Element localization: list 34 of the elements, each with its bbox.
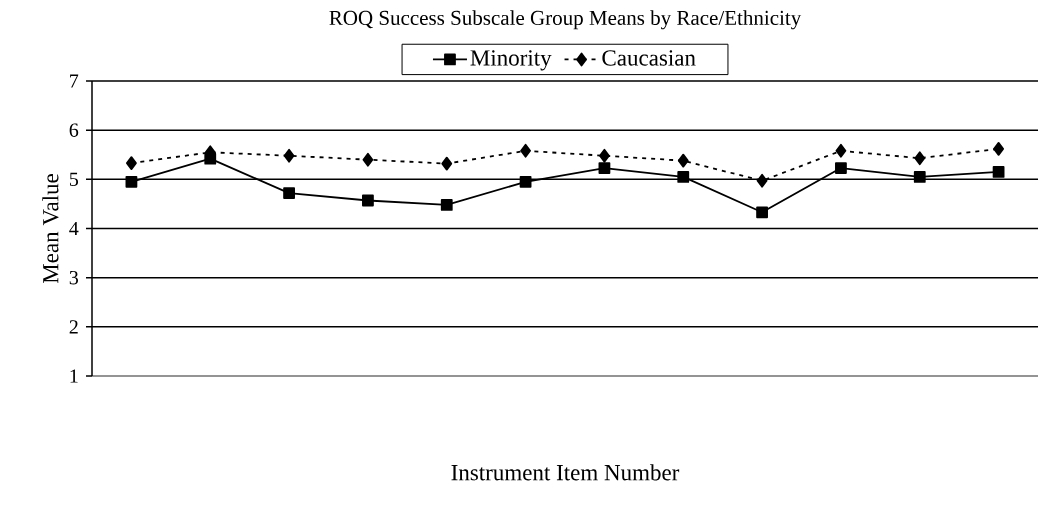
legend-label: Caucasian: [602, 50, 696, 66]
point: [677, 153, 689, 168]
point: [362, 152, 374, 167]
y-tick-label: 3: [69, 270, 79, 285]
point: [913, 170, 926, 183]
point: [441, 156, 453, 171]
point: [599, 148, 610, 163]
point: [520, 143, 531, 158]
point: [598, 162, 611, 174]
point: [283, 148, 295, 163]
point: [756, 206, 768, 219]
y-tick-label: 5: [69, 172, 79, 186]
point: [993, 141, 1004, 156]
point: [362, 194, 374, 207]
point: [835, 143, 847, 158]
y-axis-title: Mean Value: [42, 174, 59, 284]
point: [126, 156, 137, 171]
point: [125, 175, 138, 188]
point: [992, 166, 1005, 178]
point: [835, 162, 847, 174]
x-axis-title: Instrument Item Number: [451, 464, 680, 481]
y-tick-label: 4: [69, 221, 79, 236]
y-tick-label: 6: [69, 123, 79, 137]
point: [914, 151, 926, 166]
point: [756, 173, 768, 188]
y-tick-label: 7: [70, 74, 79, 88]
point: [677, 170, 690, 183]
point: [440, 199, 453, 211]
point: [519, 175, 532, 188]
y-tick-label: 2: [69, 320, 78, 334]
chart-title: ROQ Success Subscale Group Means by Race/Ethnicity: [329, 10, 802, 30]
y-tick-label: 1: [70, 369, 78, 383]
legend-label: Minority: [470, 50, 552, 71]
point: [283, 187, 295, 200]
